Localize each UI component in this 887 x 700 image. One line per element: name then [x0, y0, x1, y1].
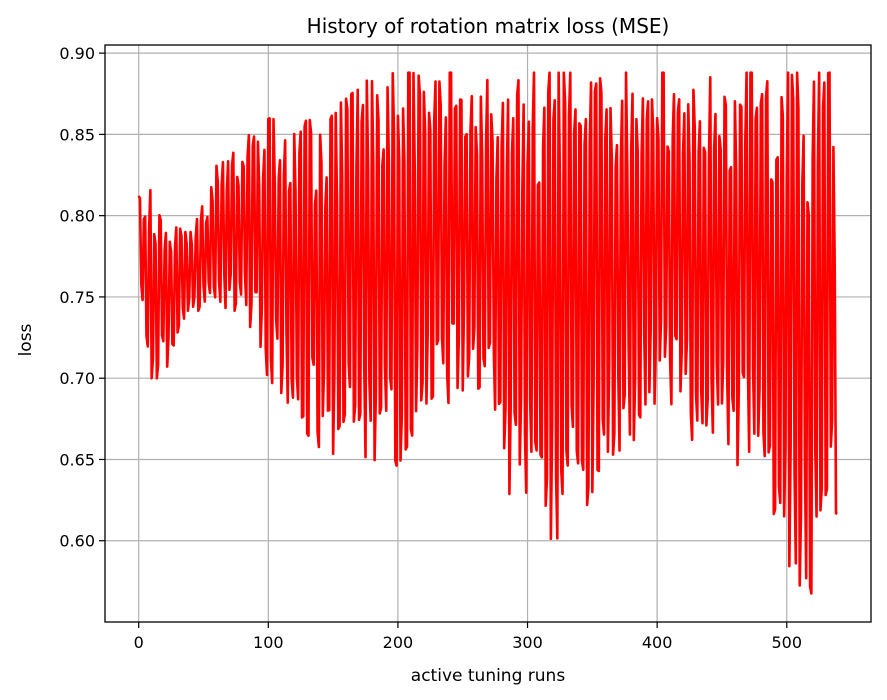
y-tick-label: 0.65 [59, 450, 95, 469]
series-layer [137, 71, 838, 595]
y-tick-label: 0.90 [59, 44, 95, 63]
axis-ticks: 0 100 200 300 400 500 0.60 0.65 0.70 0.75 0.80 0.85… [59, 44, 802, 652]
loss-series-line [137, 71, 838, 595]
y-tick-label: 0.80 [59, 207, 95, 226]
x-axis-label: active tuning runs [411, 666, 566, 686]
x-tick-label: 100 [253, 633, 284, 652]
chart-title: History of rotation matrix loss (MSE) [307, 14, 670, 38]
y-tick-label: 0.75 [59, 288, 95, 307]
x-tick-label: 500 [771, 633, 802, 652]
y-tick-label: 0.70 [59, 369, 95, 388]
y-axis-label: loss [16, 323, 36, 356]
x-tick-label: 200 [383, 633, 414, 652]
y-tick-label: 0.60 [59, 532, 95, 551]
x-tick-label: 400 [642, 633, 673, 652]
x-tick-label: 0 [134, 633, 144, 652]
plot-frame [104, 44, 872, 623]
x-tick-label: 300 [512, 633, 543, 652]
y-tick-label: 0.85 [59, 125, 95, 144]
